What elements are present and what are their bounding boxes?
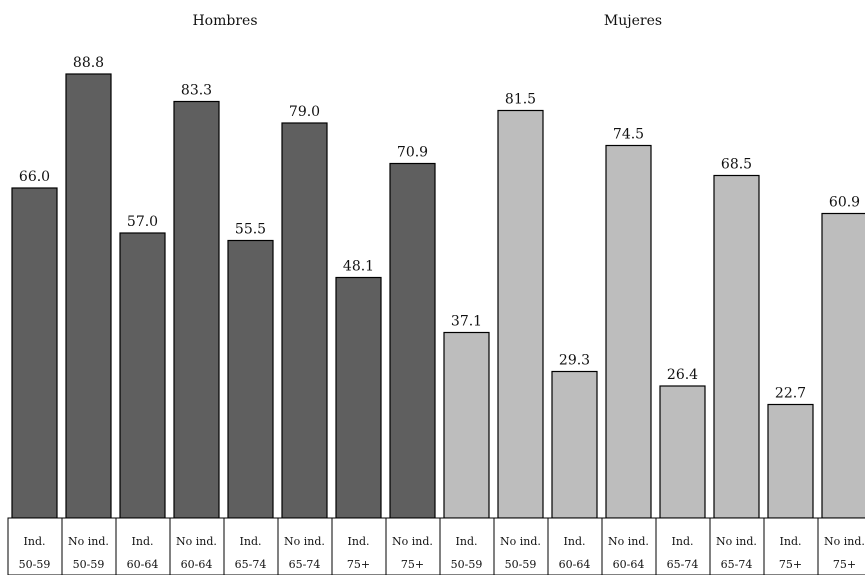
category-label-line1-10: Ind. — [564, 535, 586, 548]
category-label-line1-0: Ind. — [24, 535, 46, 548]
data-label-4: 55.5 — [235, 222, 266, 238]
data-label-12: 26.4 — [667, 367, 698, 383]
bar-1 — [65, 73, 112, 519]
category-label-line2-15: 75+ — [833, 558, 856, 571]
category-label-line2-13: 65-74 — [721, 558, 753, 571]
category-cell-8 — [439, 517, 495, 575]
category-cell-6 — [331, 517, 387, 575]
category-label-line2-14: 75+ — [779, 558, 802, 571]
bar-6 — [335, 276, 382, 519]
category-cell-10 — [547, 517, 603, 575]
category-label-line1-13: No ind. — [716, 535, 757, 548]
bar-13 — [713, 174, 760, 519]
category-cell-15 — [817, 517, 865, 575]
category-cell-3 — [169, 517, 225, 575]
data-label-2: 57.0 — [127, 214, 158, 230]
data-label-9: 81.5 — [505, 92, 536, 108]
data-label-11: 74.5 — [613, 127, 644, 143]
bar-15 — [821, 212, 865, 519]
category-label-line1-9: No ind. — [500, 535, 541, 548]
bar-0 — [11, 187, 58, 519]
category-axis: Ind. 50-59 No ind. 50-59 Ind. 60-64 No ind. 60-… — [7, 517, 865, 575]
bar-12 — [659, 385, 706, 519]
category-cell-12 — [655, 517, 711, 575]
category-label-line2-3: 60-64 — [181, 558, 213, 571]
category-label-line2-12: 65-74 — [667, 558, 699, 571]
category-cell-1 — [61, 517, 117, 575]
category-cell-2 — [115, 517, 171, 575]
data-label-1: 88.8 — [73, 55, 104, 71]
data-label-6: 48.1 — [343, 259, 374, 275]
category-label-line1-1: No ind. — [68, 535, 109, 548]
category-label-line2-7: 75+ — [401, 558, 424, 571]
bar-4 — [227, 239, 274, 519]
category-cell-4 — [223, 517, 279, 575]
category-label-line1-11: No ind. — [608, 535, 649, 548]
category-label-line1-12: Ind. — [672, 535, 694, 548]
category-label-line2-8: 50-59 — [451, 558, 483, 571]
data-label-7: 70.9 — [397, 145, 428, 161]
bar-10 — [551, 370, 598, 519]
category-label-line2-1: 50-59 — [73, 558, 105, 571]
data-label-3: 83.3 — [181, 83, 212, 99]
category-label-line2-0: 50-59 — [19, 558, 51, 571]
category-cell-13 — [709, 517, 765, 575]
data-label-0: 66.0 — [19, 169, 50, 185]
category-label-line2-9: 50-59 — [505, 558, 537, 571]
category-label-line1-3: No ind. — [176, 535, 217, 548]
group-title-hombres: Hombres — [192, 13, 257, 29]
group-title-mujeres: Mujeres — [604, 13, 662, 29]
category-label-line2-6: 75+ — [347, 558, 370, 571]
bars-layer: 66.0 88.8 57.0 83.3 55.5 79.0 48.1 70.9 37.1 81.5… — [11, 55, 865, 519]
category-cell-14 — [763, 517, 819, 575]
bar-8 — [443, 331, 490, 519]
category-label-line1-2: Ind. — [132, 535, 154, 548]
data-label-10: 29.3 — [559, 353, 590, 369]
category-label-line2-10: 60-64 — [559, 558, 591, 571]
category-label-line1-6: Ind. — [348, 535, 370, 548]
data-label-14: 22.7 — [775, 386, 806, 402]
data-label-8: 37.1 — [451, 314, 482, 330]
category-label-line1-15: No ind. — [824, 535, 865, 548]
bar-14 — [767, 403, 814, 519]
category-label-line1-8: Ind. — [456, 535, 478, 548]
bar-3 — [173, 100, 220, 519]
category-label-line2-4: 65-74 — [235, 558, 267, 571]
data-label-5: 79.0 — [289, 104, 320, 120]
data-label-15: 60.9 — [829, 195, 860, 211]
category-cell-5 — [277, 517, 333, 575]
category-label-line1-14: Ind. — [780, 535, 802, 548]
category-cell-7 — [385, 517, 441, 575]
category-label-line1-7: No ind. — [392, 535, 433, 548]
category-label-line2-2: 60-64 — [127, 558, 159, 571]
bar-5 — [281, 122, 328, 519]
category-cell-0 — [7, 517, 63, 575]
category-label-line1-5: No ind. — [284, 535, 325, 548]
bar-2 — [119, 232, 166, 519]
category-cell-9 — [493, 517, 549, 575]
category-label-line2-11: 60-64 — [613, 558, 645, 571]
bar-9 — [497, 109, 544, 519]
data-label-13: 68.5 — [721, 157, 752, 173]
category-label-line1-4: Ind. — [240, 535, 262, 548]
bar-7 — [389, 162, 436, 519]
bar-11 — [605, 144, 652, 519]
category-label-line2-5: 65-74 — [289, 558, 321, 571]
